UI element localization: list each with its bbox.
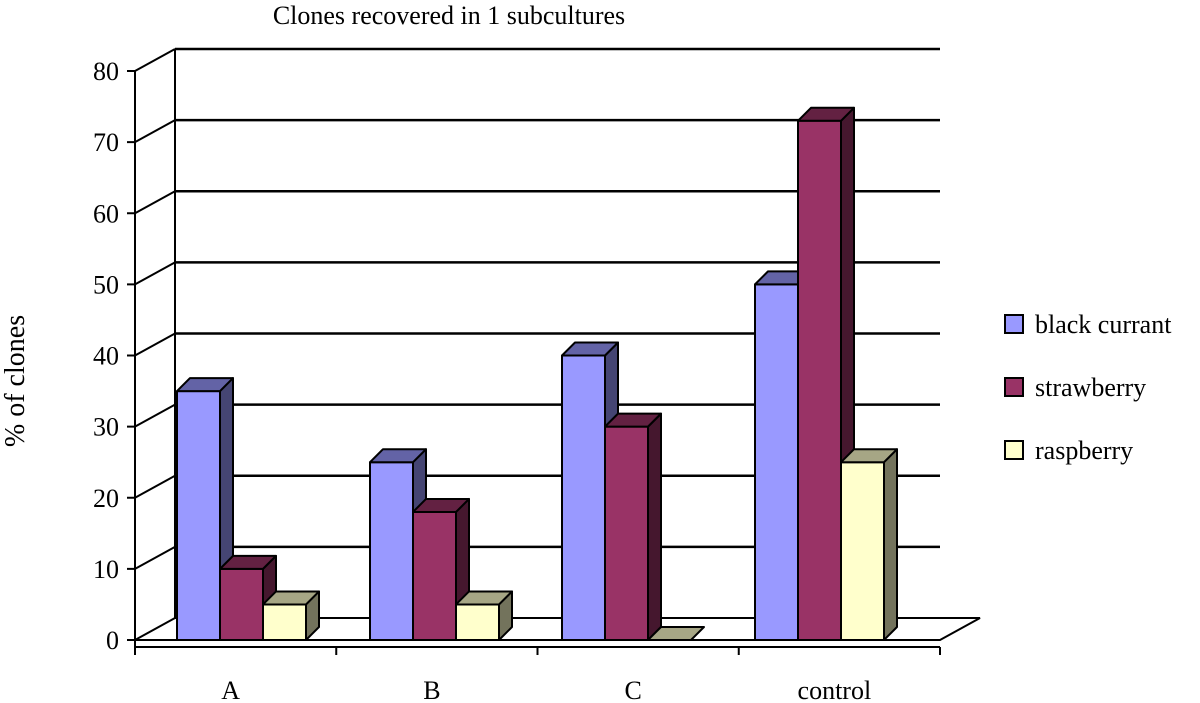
bar-front — [369, 461, 414, 641]
bar-front — [561, 354, 606, 641]
gridline-diagonal — [134, 332, 176, 357]
y-tick-label: 80 — [93, 57, 119, 86]
gridline-diagonal — [134, 190, 176, 215]
legend-swatch — [1004, 377, 1024, 397]
bar-top — [797, 106, 855, 122]
bar-front — [840, 461, 885, 641]
x-tick-label: A — [221, 676, 240, 703]
legend-swatch — [1004, 440, 1024, 460]
bar-top — [561, 341, 619, 357]
bar-top — [176, 377, 234, 393]
gridline-diagonal — [134, 545, 176, 570]
legend-label: raspberry — [1035, 436, 1133, 465]
gridline-diagonal — [134, 48, 176, 72]
bar-side — [883, 448, 898, 641]
bar-front — [412, 510, 457, 641]
y-tick-label: 20 — [93, 484, 119, 513]
bar-top — [412, 497, 470, 513]
bar — [412, 497, 470, 641]
x-tick-label: C — [624, 676, 641, 703]
y-tick-labels: 0 10 20 30 40 50 60 70 80 — [93, 57, 119, 655]
y-tick-label: 10 — [93, 555, 119, 584]
legend-label: black currant — [1035, 310, 1172, 339]
bar-side — [647, 412, 662, 641]
legend: black currant strawberry raspberry — [1004, 310, 1172, 465]
legend-label: strawberry — [1035, 373, 1146, 402]
gridline-diagonal — [134, 119, 176, 144]
x-tick-label: B — [423, 676, 440, 703]
bar — [455, 590, 513, 641]
bar — [219, 554, 277, 641]
bar-front — [262, 603, 307, 641]
y-tick-label: 50 — [93, 270, 119, 299]
y-tick-label: 70 — [93, 128, 119, 157]
legend-swatch — [1004, 314, 1024, 334]
bar-front — [797, 119, 842, 642]
bar-front — [455, 603, 500, 641]
chart-title: Clones recovered in 1 subcultures — [273, 1, 625, 30]
bar — [262, 590, 320, 641]
bar-front — [219, 567, 264, 641]
bar-top — [262, 590, 320, 606]
x-tick-label: control — [798, 676, 872, 703]
bar-front — [604, 425, 649, 641]
gridline-diagonal — [134, 474, 176, 499]
bar — [647, 626, 705, 641]
bar-top — [604, 412, 662, 428]
bar-front — [176, 390, 221, 641]
bar-front — [754, 283, 799, 641]
y-tick-label: 0 — [106, 626, 119, 655]
bar-top — [840, 448, 898, 464]
bar — [840, 448, 898, 641]
bar-top — [647, 626, 705, 641]
gridline-diagonal — [134, 261, 176, 286]
bar-top — [219, 554, 277, 570]
bar-top — [455, 590, 513, 606]
y-tick-label: 40 — [93, 342, 119, 371]
bars — [176, 106, 898, 642]
gridline-diagonal — [134, 403, 176, 428]
y-axis-label: % of clones — [0, 315, 31, 447]
axes — [127, 49, 941, 655]
bar — [604, 412, 662, 641]
y-tick-label: 30 — [93, 413, 119, 442]
bar-top — [369, 448, 427, 464]
y-tick-label: 60 — [93, 199, 119, 228]
